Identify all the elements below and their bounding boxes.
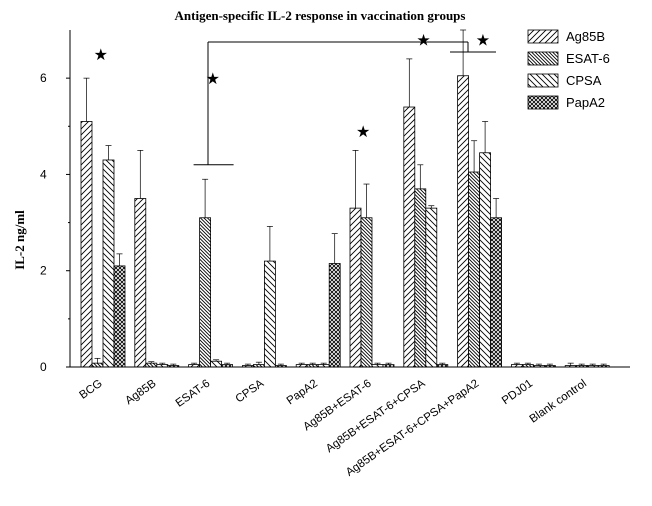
bar	[468, 171, 481, 368]
legend-entry: Ag85B	[566, 29, 605, 44]
significance-star: ★	[356, 124, 370, 141]
bar	[425, 207, 438, 368]
legend-entry: ESAT-6	[566, 51, 610, 66]
bar	[102, 159, 115, 368]
bar	[113, 265, 126, 368]
y-tick-label: 0	[40, 360, 47, 374]
legend-swatch	[527, 73, 559, 88]
bar	[457, 75, 470, 368]
bar	[263, 260, 276, 368]
y-tick-label: 4	[40, 167, 47, 181]
y-tick-label: 2	[40, 264, 47, 278]
significance-star: ★	[476, 33, 490, 50]
bar	[479, 152, 492, 368]
bar	[403, 106, 416, 368]
x-tick-label: Blank control	[528, 378, 589, 426]
bar	[134, 198, 147, 368]
bar	[490, 217, 503, 368]
significance-star: ★	[416, 33, 430, 50]
significance-star: ★	[206, 71, 220, 88]
legend-entry: PapA2	[566, 95, 605, 110]
legend-swatch	[527, 29, 559, 44]
x-tick-label: ESAT-6	[174, 378, 213, 410]
bar	[328, 263, 341, 368]
x-tick-label: PDJ01	[500, 378, 535, 408]
bar	[414, 188, 427, 368]
bar	[349, 207, 362, 368]
chart-title: Antigen-specific IL-2 response in vaccin…	[174, 8, 466, 23]
x-tick-label: BCG	[77, 378, 104, 402]
legend-swatch	[527, 95, 559, 110]
bar	[80, 121, 93, 368]
x-tick-label: CPSA	[234, 377, 267, 405]
bar	[91, 362, 104, 368]
x-tick-label: Ag85B+ESAT-6+CPSA	[324, 377, 428, 455]
bar	[210, 360, 223, 368]
x-tick-label: Ag85B	[123, 377, 158, 407]
x-tick-label: PapA2	[285, 378, 320, 408]
y-tick-label: 6	[40, 71, 47, 85]
legend-swatch	[527, 51, 559, 66]
legend-entry: CPSA	[566, 73, 602, 88]
bar	[199, 217, 212, 368]
bar	[145, 362, 158, 368]
bar	[360, 217, 373, 368]
significance-star: ★	[94, 47, 108, 64]
